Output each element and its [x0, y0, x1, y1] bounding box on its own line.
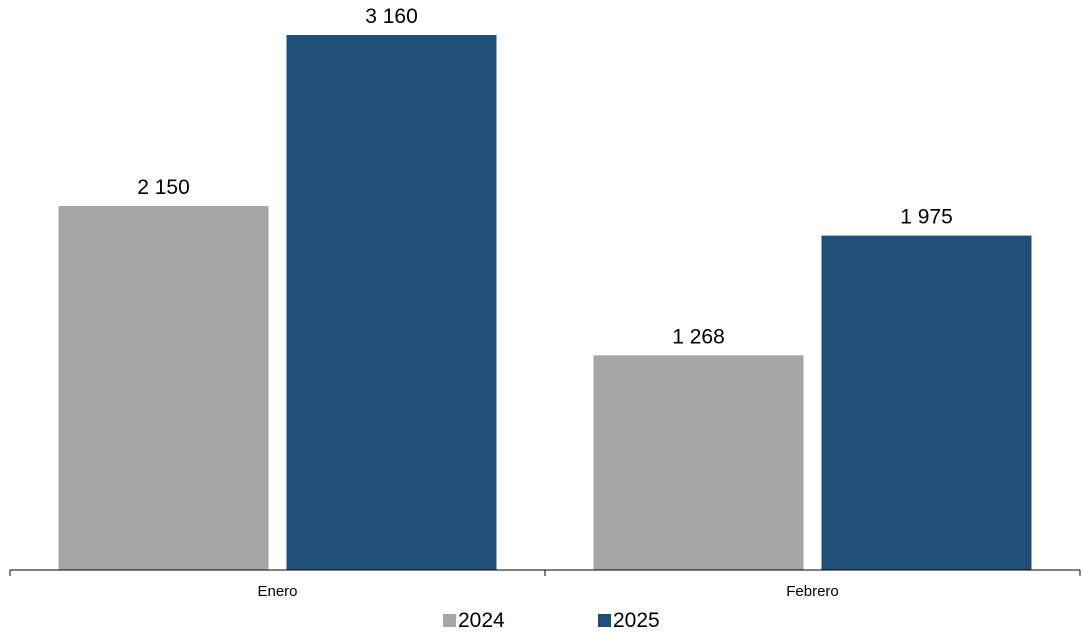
category-labels: Enero Febrero — [257, 583, 838, 600]
legend-label-2025: 2025 — [613, 609, 660, 632]
legend: 2024 2025 — [443, 609, 660, 632]
bars — [58, 35, 1032, 571]
bar-febrero-2024 — [593, 355, 804, 570]
value-label-febrero-2024: 1 268 — [672, 325, 725, 348]
bar-enero-2024 — [58, 205, 269, 571]
value-label-enero-2025: 3 160 — [365, 5, 418, 28]
value-labels: 2 150 3 160 1 268 1 975 — [137, 5, 953, 348]
legend-swatch-2025 — [598, 614, 611, 627]
x-axis — [9, 569, 1081, 576]
bar-febrero-2025 — [821, 235, 1032, 570]
legend-label-2024: 2024 — [458, 609, 505, 632]
category-label-enero: Enero — [257, 583, 297, 600]
category-label-febrero: Febrero — [786, 583, 839, 600]
legend-swatch-2024 — [443, 614, 456, 627]
value-label-enero-2024: 2 150 — [137, 176, 190, 199]
bar-enero-2025 — [286, 35, 497, 570]
value-label-febrero-2025: 1 975 — [900, 206, 953, 229]
